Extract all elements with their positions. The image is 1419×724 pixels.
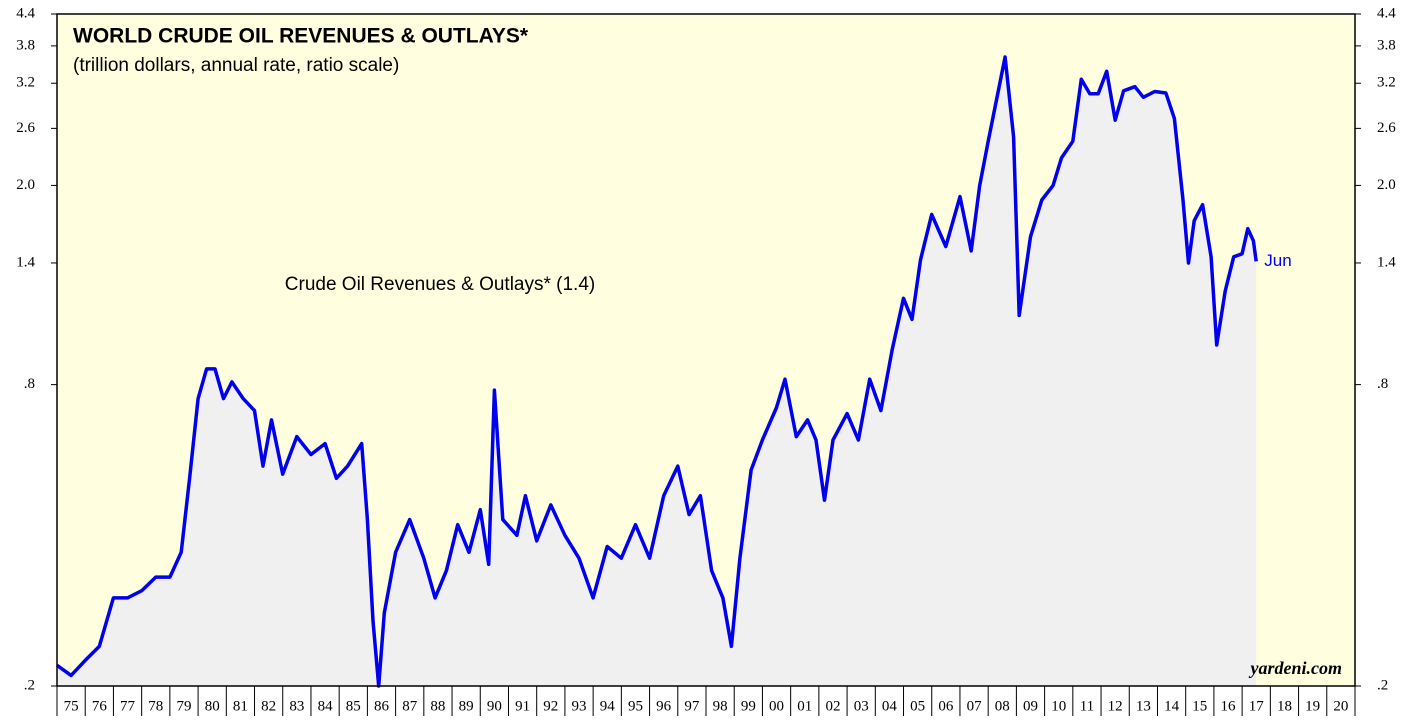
y-tick-label: 2.0: [16, 177, 35, 193]
y2-tick-label: 2.0: [1377, 177, 1396, 193]
y-tick-label: 1.4: [16, 254, 35, 270]
x-tick-label: 92: [543, 698, 558, 714]
x-tick-label: 09: [1023, 698, 1038, 714]
y-tick-label: 3.2: [16, 75, 35, 91]
x-tick-label: 88: [430, 698, 445, 714]
chart-title: WORLD CRUDE OIL REVENUES & OUTLAYS*: [73, 25, 529, 48]
chart-subtitle: (trillion dollars, annual rate, ratio sc…: [73, 55, 399, 76]
x-tick-label: 79: [176, 698, 191, 714]
x-tick-label: 80: [205, 698, 220, 714]
y2-tick-label: .2: [1377, 677, 1388, 693]
x-tick-label: 05: [910, 698, 925, 714]
x-tick-label: 00: [769, 698, 784, 714]
x-tick-label: 82: [261, 698, 276, 714]
x-tick-label: 90: [487, 698, 502, 714]
x-tick-label: 78: [148, 698, 163, 714]
series-label: Crude Oil Revenues & Outlays* (1.4): [285, 274, 595, 295]
y2-tick-label: .8: [1377, 376, 1388, 392]
x-tick-label: 01: [797, 698, 812, 714]
x-tick-label: 07: [967, 698, 983, 714]
x-tick-label: 18: [1277, 698, 1292, 714]
x-tick-label: 93: [572, 698, 587, 714]
x-tick-label: 03: [854, 698, 869, 714]
source: yardeni.com: [1249, 658, 1343, 678]
y-tick-label: 3.8: [16, 37, 35, 53]
x-tick-label: 85: [346, 698, 361, 714]
x-tick-label: 11: [1080, 698, 1094, 714]
x-tick-label: 84: [318, 698, 334, 714]
x-tick-label: 86: [374, 698, 390, 714]
x-tick-label: 97: [684, 698, 700, 714]
x-tick-label: 76: [92, 698, 108, 714]
x-tick-label: 20: [1333, 698, 1348, 714]
x-tick-label: 89: [459, 698, 474, 714]
x-tick-label: 13: [1136, 698, 1151, 714]
x-tick-label: 87: [402, 698, 418, 714]
x-tick-label: 77: [120, 698, 136, 714]
x-tick-label: 98: [713, 698, 728, 714]
x-tick-label: 16: [1221, 698, 1237, 714]
y2-tick-label: 1.4: [1377, 254, 1396, 270]
x-tick-label: 15: [1192, 698, 1207, 714]
x-tick-label: 94: [600, 698, 616, 714]
x-tick-label: 14: [1164, 698, 1180, 714]
x-tick-label: 75: [64, 698, 79, 714]
x-tick-label: 19: [1305, 698, 1320, 714]
x-tick-label: 95: [628, 698, 643, 714]
line: [55, 55, 1258, 688]
x-tick-label: 10: [1051, 698, 1066, 714]
y2-tick-label: 4.4: [1377, 5, 1396, 21]
x-tick-label: 83: [289, 698, 304, 714]
x-tick-label: 04: [882, 698, 898, 714]
x-tick-label: 08: [995, 698, 1010, 714]
y2-tick-label: 3.2: [1377, 75, 1396, 91]
x-tick-label: 17: [1249, 698, 1265, 714]
y2-tick-label: 3.8: [1377, 37, 1396, 53]
x-tick-label: 06: [938, 698, 954, 714]
x-tick-label: 91: [515, 698, 530, 714]
end-label: Jun: [1264, 251, 1291, 270]
x-tick-label: 99: [741, 698, 756, 714]
y-tick-label: 2.6: [16, 120, 35, 136]
x-tick-label: 02: [825, 698, 840, 714]
y2-tick-label: 2.6: [1377, 120, 1396, 136]
x-tick-label: 81: [233, 698, 248, 714]
y-tick-label: 4.4: [16, 5, 35, 21]
y-tick-label: .8: [24, 376, 35, 392]
x-tick-label: 96: [656, 698, 672, 714]
y-tick-label: .2: [24, 677, 35, 693]
x-tick-label: 12: [1108, 698, 1123, 714]
